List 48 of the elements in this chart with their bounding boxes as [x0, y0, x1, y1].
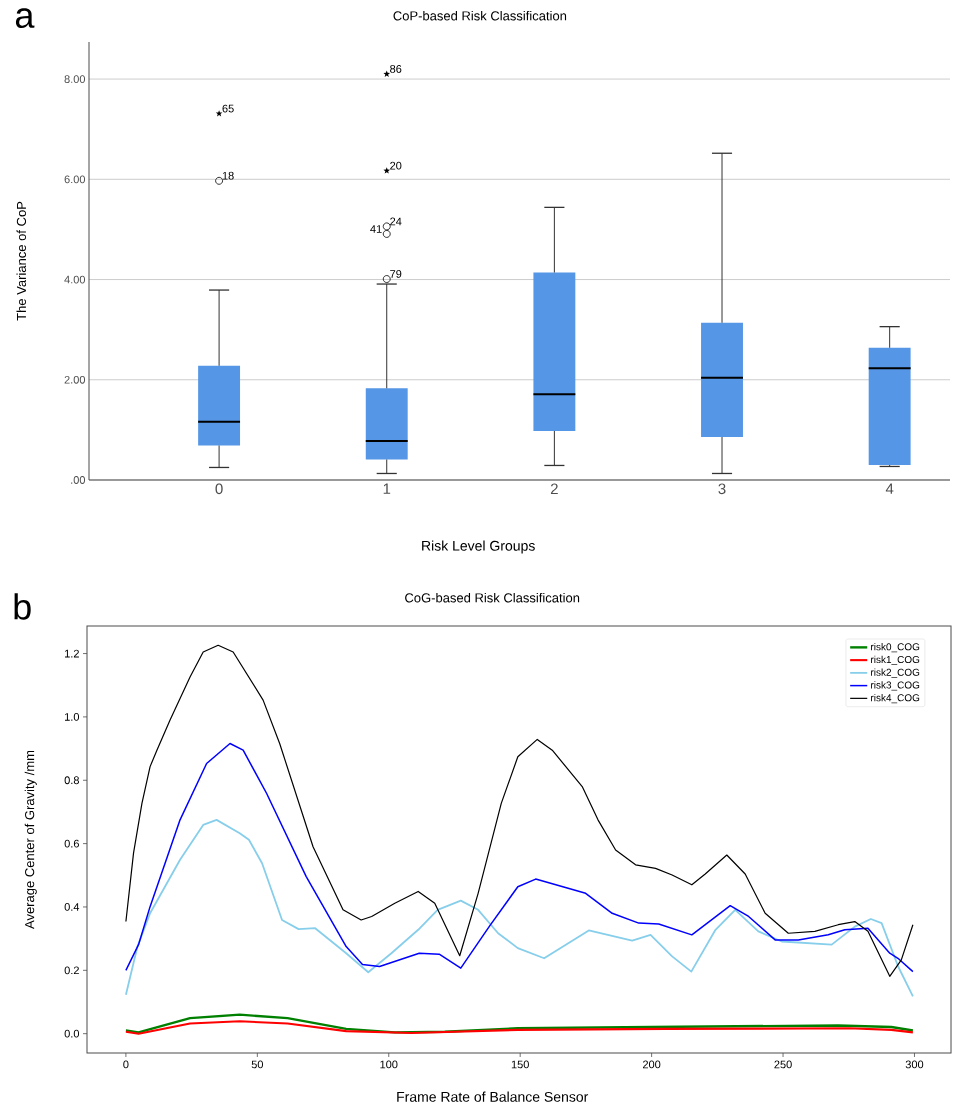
annotation: 79 [390, 270, 402, 278]
x-tick-label: 200 [642, 1060, 661, 1069]
legend-label: risk2_COG [871, 668, 920, 678]
legend-label: risk3_COG [871, 681, 920, 691]
y-tick-label: 0.8 [64, 776, 79, 785]
annotation: 18 [222, 171, 234, 180]
legend-label: risk4_COG [871, 693, 920, 704]
y-tick-label: 1.0 [65, 713, 80, 721]
x-tick-label: 4 [885, 483, 894, 494]
x-tick-label: 150 [511, 1060, 529, 1069]
text: a [15, 8, 35, 28]
y-axis-title: Average Center of Gravity /mm [24, 750, 37, 929]
annotation: 86 [390, 65, 402, 73]
annotation: 20 [390, 161, 402, 170]
y-tick-label: 0.4 [64, 903, 80, 911]
annotation: 65 [222, 104, 234, 113]
x-tick-label: 50 [251, 1060, 264, 1069]
y-tick-label: 1.2 [65, 649, 79, 658]
line-series [124, 1013, 915, 1034]
chart-title: CoP-based Risk Classification [393, 10, 567, 21]
line-series [125, 818, 914, 998]
y-tick-label: 2.00 [64, 375, 86, 384]
y-tick-label: 0.0 [64, 1029, 80, 1038]
x-tick-label: 100 [380, 1060, 398, 1069]
x-tick-label: 1 [383, 483, 391, 494]
text: b [14, 593, 31, 620]
y-axis-title: The Variance of CoP [16, 201, 27, 321]
x-axis-title: Risk Level Groups [422, 540, 535, 554]
annotation: 24 [390, 217, 402, 226]
x-tick-label: 2 [550, 483, 558, 494]
x-tick-label: 250 [774, 1060, 792, 1069]
line-series [124, 1020, 914, 1035]
x-tick-label: 3 [718, 483, 726, 495]
legend-label: risk1_COG [871, 655, 920, 665]
y-tick-label: 0.2 [64, 966, 79, 975]
x-axis-title: Frame Rate of Balance Sensor [397, 1091, 589, 1102]
y-tick-label: 8.00 [64, 75, 86, 83]
y-tick-label: 6.00 [64, 175, 86, 184]
annotation: 41 [370, 225, 382, 233]
x-tick-label: 0 [123, 1060, 129, 1069]
line-series [125, 742, 914, 973]
y-tick-label: 4.00 [64, 275, 86, 284]
legend-label: risk0_COG [871, 643, 920, 653]
x-tick-label: 300 [905, 1060, 924, 1069]
y-tick-label: 0.6 [64, 839, 79, 848]
chart-title: CoG-based Risk Classification [405, 592, 580, 603]
x-tick-label: 0 [215, 483, 223, 495]
y-tick-label: .00 [71, 476, 86, 484]
